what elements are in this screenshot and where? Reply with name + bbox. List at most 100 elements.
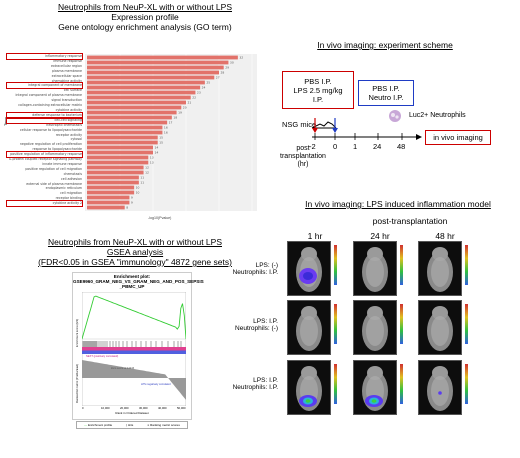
go-bar <box>87 125 163 130</box>
go-term-label: cell migration <box>60 191 82 196</box>
mouse-image <box>418 241 462 296</box>
neutro-box-line-2: Neutro I.P. <box>368 93 404 102</box>
gsea-hits <box>82 341 182 347</box>
go-term-label: integral component of plasma membrane <box>15 93 82 98</box>
timepoint-24: 24 <box>373 142 382 151</box>
go-bar-value: 15 <box>159 136 163 140</box>
gsea-plot-title-line-3: _PBMC_UP <box>119 284 145 290</box>
gsea-title-line-2: GSEA analysis <box>106 247 164 257</box>
gsea-legend-metric: ■ Ranking metric scores <box>147 423 180 427</box>
go-term-label: positive regulation of cell migration <box>25 166 82 171</box>
go-bar <box>87 205 125 210</box>
go-title: Neutrophils from NeuP-XL with or without… <box>10 2 280 32</box>
go-term-label: endoplasmic reticulum <box>45 186 82 191</box>
go-term-label: innate immune response <box>42 161 82 166</box>
go-bar <box>87 120 168 125</box>
go-bar-value: 8 <box>126 206 128 210</box>
go-term-label: receptor activity <box>55 132 82 137</box>
neutro-box-line-1: PBS I.P. <box>372 84 400 93</box>
imaging-title: In vivo imaging: LPS induced inflammatio… <box>305 199 491 209</box>
go-bar-value: 20 <box>183 106 187 110</box>
go-bar-value: 17 <box>169 121 173 125</box>
go-bar <box>87 80 205 85</box>
gsea-enrichment-plot: Enrichment plot: GSE9960_GRAM_NEG_VS_GRA… <box>72 272 204 420</box>
gsea-pos-label: NEXT (positively correlated) <box>86 355 119 358</box>
go-bar-value: 28 <box>221 71 225 75</box>
go-bar <box>87 135 158 140</box>
timeline-caption-line-3: (hr) <box>297 161 309 168</box>
go-bar-value: 15 <box>159 141 163 145</box>
color-scale-bar <box>465 245 468 285</box>
go-bar-value: 13 <box>150 156 154 160</box>
go-term-label: collagen-containing extracellular matrix <box>18 103 82 108</box>
go-bar <box>87 55 238 60</box>
timepoint-0: 0 <box>333 142 338 151</box>
go-bar-value: 14 <box>155 146 159 150</box>
mouse-silhouette <box>362 306 388 351</box>
go-term-label: positive regulation of inflammatory resp… <box>6 151 83 158</box>
gsea-legend-hits-label: Hits <box>128 423 134 427</box>
go-bar <box>87 195 130 200</box>
go-term-label: cell-cell signaling <box>6 117 83 124</box>
go-bar-value: 10 <box>136 186 140 190</box>
mice-label: NSG mice <box>282 120 317 129</box>
mouse-silhouette <box>296 366 322 411</box>
go-bar <box>87 155 149 160</box>
gsea-pos-band <box>82 347 186 351</box>
col-label-48hr: 48 hr <box>435 231 455 241</box>
scheme-title: In vivo imaging: experiment scheme <box>317 40 453 50</box>
gsea-x-tick: 20,000 <box>120 406 129 410</box>
gsea-metric-axis-label: Ranked list metric (PreRanked) <box>75 364 79 403</box>
go-bar-value: 32 <box>239 56 243 60</box>
go-bar-value: 9 <box>131 196 133 200</box>
go-bar-value: 13 <box>150 161 154 165</box>
col-label-1hr: 1 hr <box>307 231 323 241</box>
gsea-plot-title-line-2: GSE9960_GRAM_NEG_VS_GRAM_NEG_AND_POS_SEP… <box>73 279 204 285</box>
gsea-x-axis-label: Rank in Ordered Dataset <box>115 411 149 415</box>
go-term-label: response to lipopolysaccharide <box>32 147 82 152</box>
color-scale-bar <box>400 304 403 344</box>
gsea-x-tick: 0 <box>82 406 84 410</box>
go-bar-value: 27 <box>216 76 220 80</box>
gsea-plot-title: Enrichment plot: GSE9960_GRAM_NEG_VS_GRA… <box>73 274 204 290</box>
go-chart: Term inflammatory response immune respons… <box>3 44 273 224</box>
go-bar-value: 11 <box>140 176 144 180</box>
go-term-label: cytokine activity <box>55 107 82 112</box>
timeline <box>311 118 422 140</box>
go-term-label: cell surface <box>63 88 82 93</box>
go-term-label: negative regulation of cell proliferatio… <box>19 142 82 147</box>
timepoint-1: 1 <box>353 142 358 151</box>
mouse-silhouette <box>296 306 322 351</box>
row-label-2: LPS: I.P. Neutrophils: (-) <box>228 318 278 332</box>
go-term-label: cytosol <box>70 137 82 142</box>
lps-box-line-3: I.P. <box>312 94 324 104</box>
go-bar <box>87 75 215 80</box>
go-bar-value: 30 <box>230 61 234 65</box>
neutro-box: PBS I.P. Neutro I.P. <box>358 80 414 106</box>
gsea-es-axis-label: Enrichment score (ES) <box>75 318 79 347</box>
lps-box-line-2: LPS 2.5 mg/kg <box>293 85 343 95</box>
gsea-es-curve <box>82 295 186 340</box>
go-bar <box>87 140 158 145</box>
go-term-label: receptor binding <box>55 196 82 201</box>
gsea-ranking-metric <box>82 360 186 400</box>
gsea-title: Neutrophils from NeuP-XL with or without… <box>10 237 260 267</box>
mouse-silhouette <box>427 247 453 292</box>
go-bar <box>87 65 224 70</box>
go-term-label: chemotaxis <box>63 171 82 176</box>
mouse-silhouette <box>427 366 453 411</box>
go-bar <box>87 150 153 155</box>
color-scale-bar <box>334 304 337 344</box>
mouse-image <box>418 360 462 415</box>
go-title-line-1: Neutrophils from NeuP-XL with or without… <box>57 2 232 12</box>
go-bar-value: 18 <box>173 116 177 120</box>
go-bar <box>87 190 135 195</box>
go-term-label: chemokine activity <box>51 78 82 83</box>
go-bar-value: 16 <box>164 126 168 130</box>
go-bar <box>87 200 130 205</box>
go-bar <box>87 160 149 165</box>
mouse-image <box>418 300 462 355</box>
col-label-24hr: 24 hr <box>370 231 390 241</box>
row-3-lps: LPS: I.P. <box>253 377 278 384</box>
gsea-legend-metric-label: Ranking metric scores <box>150 423 180 427</box>
